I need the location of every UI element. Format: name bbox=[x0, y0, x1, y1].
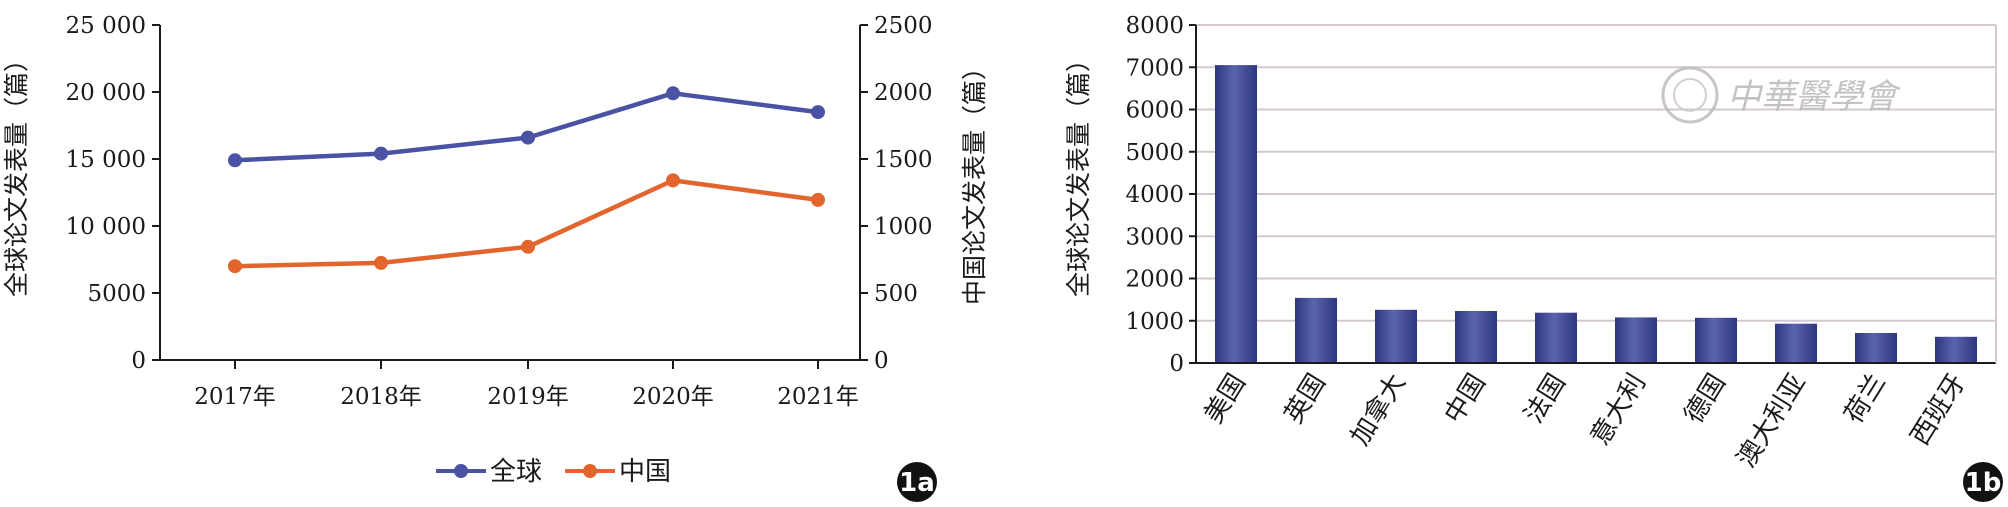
panel-a-left-tick-label: 10 000 bbox=[66, 214, 146, 240]
panel-b-y-tick-label: 5000 bbox=[1125, 140, 1184, 166]
panel-b-gridlines bbox=[1196, 24, 1996, 322]
series-line-global bbox=[234, 91, 819, 163]
panel-b-category-label: 中国 bbox=[1439, 369, 1492, 429]
bar-中国 bbox=[1455, 311, 1497, 363]
panel-b-y-tick-label: 7000 bbox=[1125, 55, 1184, 81]
data-point-china bbox=[521, 239, 535, 254]
panel-b-category-label: 加拿大 bbox=[1345, 369, 1412, 451]
bar-加拿大 bbox=[1375, 309, 1417, 363]
panel-a-x-tick-labels: 2017年 2018年 2019年 2020年 2021年 bbox=[194, 384, 859, 410]
panel-b-y-tick-label: 8000 bbox=[1125, 13, 1184, 39]
data-point-china bbox=[228, 259, 242, 274]
panel-b-y-tick-label: 2000 bbox=[1125, 267, 1184, 293]
watermark-seal-icon bbox=[1661, 66, 1719, 124]
panel-b-category-label: 澳大利亚 bbox=[1731, 369, 1812, 473]
bar-法国 bbox=[1535, 312, 1577, 363]
legend-global-label: 全球 bbox=[490, 457, 542, 487]
panel-b-y-tick-label: 6000 bbox=[1125, 98, 1184, 124]
panel-a-right-tick-label: 500 bbox=[874, 281, 918, 307]
panel-a-left-tick-label: 5000 bbox=[87, 281, 146, 307]
panel-a-right-axis-title: 中国论文发表量（篇） bbox=[960, 55, 989, 305]
bar-意大利 bbox=[1615, 317, 1657, 363]
panel-b-category-labels: 美国 英国 加拿大 中国 法国 意大利 德国 澳大利亚 荷兰 西班牙 bbox=[1199, 369, 1972, 473]
panel-b-label-badge bbox=[1963, 462, 2003, 502]
panel-a-left-tick-label: 0 bbox=[131, 348, 146, 374]
data-point-global bbox=[374, 146, 388, 161]
panel-b-bar-chart: 0 1000 2000 3000 4000 5000 6000 7000 8000 美国 英国 加拿… bbox=[1064, 13, 2003, 502]
panel-a-legend: 全球 中国 bbox=[436, 457, 671, 487]
watermark-seal-inner-icon bbox=[1673, 78, 1707, 112]
panel-a-x-tick-label: 2019年 bbox=[487, 384, 569, 410]
panel-a-right-tick-label: 2000 bbox=[874, 80, 933, 106]
bar-英国 bbox=[1295, 297, 1337, 363]
panel-b-category-label: 德国 bbox=[1679, 369, 1732, 429]
panel-a-left-axis-title: 全球论文发表量（篇） bbox=[2, 47, 31, 297]
panel-a-label-badge bbox=[897, 462, 937, 502]
panel-b-axes bbox=[1189, 24, 1997, 364]
panel-a-axes bbox=[152, 24, 868, 369]
panel-b-y-tick-label: 1000 bbox=[1125, 309, 1184, 335]
panel-a-x-tick-label: 2017年 bbox=[194, 384, 276, 410]
panel-a-series bbox=[228, 86, 825, 274]
panel-b-label: 1b bbox=[1965, 468, 2002, 498]
panel-a-right-tick-label: 0 bbox=[874, 348, 889, 374]
data-point-global bbox=[228, 153, 242, 168]
panel-b-y-tick-label: 3000 bbox=[1125, 224, 1184, 250]
bar-澳大利亚 bbox=[1775, 323, 1817, 363]
bar-德国 bbox=[1695, 317, 1737, 363]
panel-a-x-tick-label: 2018年 bbox=[340, 384, 422, 410]
data-point-global bbox=[521, 130, 535, 145]
panel-a-right-tick-label: 1500 bbox=[874, 147, 933, 173]
legend-global-marker bbox=[454, 464, 468, 478]
legend-china-label: 中国 bbox=[619, 457, 671, 487]
panel-a-left-tick-label: 20 000 bbox=[66, 80, 146, 106]
panel-a-x-tick-label: 2020年 bbox=[632, 384, 714, 410]
panel-b-category-label: 英国 bbox=[1279, 369, 1332, 429]
panel-b-y-tick-labels: 0 1000 2000 3000 4000 5000 6000 7000 8000 bbox=[1125, 13, 1184, 377]
panel-a-left-tick-label: 15 000 bbox=[66, 147, 146, 173]
panel-a-label: 1a bbox=[899, 468, 935, 498]
bar-美国 bbox=[1215, 65, 1257, 363]
bar-荷兰 bbox=[1855, 333, 1897, 363]
data-point-global bbox=[666, 86, 680, 101]
panel-b-category-label: 西班牙 bbox=[1905, 369, 1972, 451]
panel-b-bars bbox=[1215, 65, 1977, 363]
watermark-text: 中華醫學會 bbox=[1727, 77, 1902, 117]
data-point-china bbox=[666, 173, 680, 188]
data-point-china bbox=[811, 192, 825, 207]
panel-a-x-tick-label: 2021年 bbox=[777, 384, 859, 410]
panel-a-right-tick-labels: 0 500 1000 1500 2000 2500 bbox=[874, 13, 933, 374]
panel-b-category-label: 荷兰 bbox=[1839, 369, 1892, 429]
panel-b-y-axis-title: 全球论文发表量（篇） bbox=[1064, 47, 1093, 297]
panel-a-right-tick-label: 1000 bbox=[874, 214, 933, 240]
panel-a-right-tick-label: 2500 bbox=[874, 13, 933, 39]
bar-西班牙 bbox=[1935, 336, 1977, 363]
data-point-global bbox=[811, 105, 825, 120]
panel-a-left-tick-labels: 0 5000 10 000 15 000 20 000 25 000 bbox=[66, 13, 146, 374]
panel-b-category-label: 美国 bbox=[1199, 369, 1252, 429]
legend-china-marker bbox=[583, 464, 597, 478]
panel-a-line-chart: 0 5000 10 000 15 000 20 000 25 000 0 500 1000 15… bbox=[2, 13, 989, 502]
panel-b-y-tick-label: 4000 bbox=[1125, 182, 1184, 208]
data-point-china bbox=[374, 255, 388, 270]
panel-b-category-label: 意大利 bbox=[1585, 369, 1652, 451]
panel-b-category-label: 法国 bbox=[1519, 369, 1572, 429]
watermark: 中華醫學會 bbox=[1661, 66, 1902, 124]
panel-a-left-tick-label: 25 000 bbox=[66, 13, 146, 39]
panel-b-y-tick-label: 0 bbox=[1169, 351, 1184, 377]
